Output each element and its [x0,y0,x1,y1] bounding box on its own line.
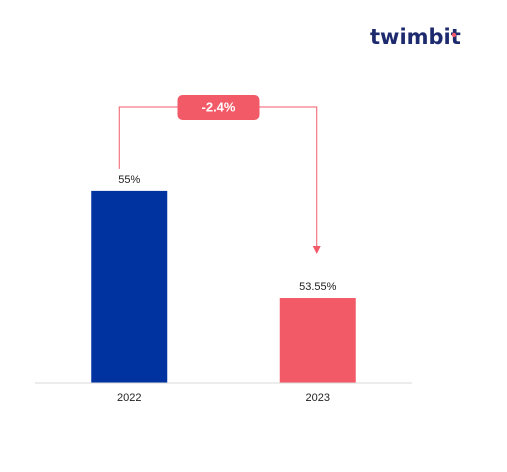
x-tick-label: 2022 [117,392,141,404]
change-label: -2.4% [202,99,236,114]
bar [279,298,356,383]
value-label: 55% [118,174,140,186]
logo: twimbit [370,25,461,49]
bar [91,190,168,383]
arrow-head [312,246,321,255]
x-tick-label: 2023 [306,392,330,404]
badge [177,95,260,120]
value-label: 53.55% [299,281,337,293]
logo-dot [451,32,457,38]
